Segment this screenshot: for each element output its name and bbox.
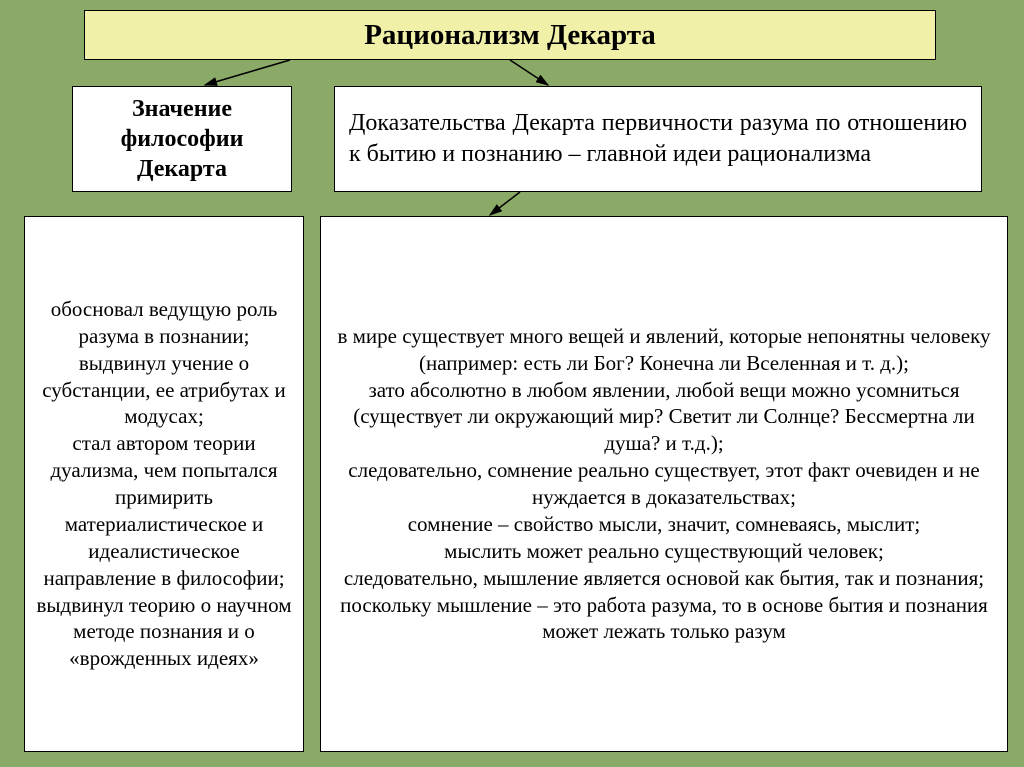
left-body-text: обосновал ведущую роль разума в познании… [31, 296, 297, 672]
right-body-box: в мире существует много вещей и явлений,… [320, 216, 1008, 752]
left-header-text: Значение философии Декарта [79, 94, 285, 184]
right-body-text: в мире существует много вещей и явлений,… [331, 323, 997, 646]
right-header-box: Доказательства Декарта первичности разум… [334, 86, 982, 192]
arrow-rightheader-to-body [490, 192, 520, 215]
arrow-title-to-right [510, 60, 548, 85]
left-header-box: Значение философии Декарта [72, 86, 292, 192]
arrow-title-to-left [205, 60, 290, 85]
left-body-box: обосновал ведущую роль разума в познании… [24, 216, 304, 752]
right-header-text: Доказательства Декарта первичности разум… [349, 108, 967, 170]
title-text: Рационализм Декарта [364, 19, 656, 52]
title-box: Рационализм Декарта [84, 10, 936, 60]
